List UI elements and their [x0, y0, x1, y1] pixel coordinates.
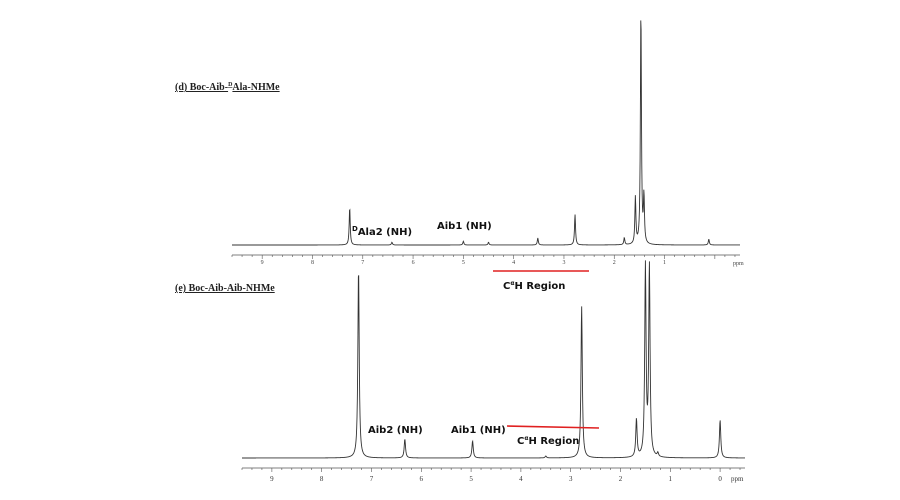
panel-d-spectrum-line: [232, 20, 740, 246]
x-tick-label: 8: [320, 475, 324, 483]
panel-e-title: (e) Boc-Aib-Aib-NHMe: [175, 283, 275, 294]
panel-d-title: (d) Boc-Aib-DAla-NHMe: [175, 82, 280, 93]
x-tick-label: 7: [361, 260, 364, 266]
panel-e-unit-label: ppm: [731, 475, 744, 483]
x-tick-label: 9: [270, 475, 274, 483]
panel-d-annotation-calpha: CαH Region: [503, 280, 565, 292]
panel-e: (e) Boc-Aib-Aib-NHMe 9 8 7 6 5 4 3 2 1 0 ppm Aib2…: [175, 260, 745, 483]
x-tick-label: 5: [469, 475, 473, 483]
x-tick-label: 6: [412, 260, 415, 266]
x-tick-label: 4: [519, 475, 523, 483]
x-tick-label: 6: [420, 475, 424, 483]
panel-d-annotation-aib1: Aib1 (NH): [437, 221, 492, 232]
panel-e-ticks: 9 8 7 6 5 4 3 2 1 0: [241, 468, 741, 483]
panel-e-annotation-calpha: CαH Region: [517, 435, 579, 447]
panel-d-ticks: 9 8 7 6 5 4 3 2 1: [231, 255, 736, 266]
x-tick-label: 0: [718, 475, 722, 483]
panel-d-unit-label: ppm: [733, 261, 744, 267]
x-tick-label: 4: [512, 260, 515, 266]
x-tick-label: 7: [370, 475, 374, 483]
panel-e-spectrum-line: [242, 260, 745, 459]
x-tick-label: 3: [569, 475, 573, 483]
x-tick-label: 9: [261, 260, 264, 266]
x-tick-label: 1: [663, 260, 666, 266]
panel-e-calpha-range-bar: [506, 425, 600, 429]
panel-e-annotation-aib1: Aib1 (NH): [451, 425, 506, 436]
x-tick-label: 2: [613, 260, 616, 266]
x-tick-label: 5: [462, 260, 465, 266]
x-tick-label: 3: [562, 260, 565, 266]
panel-d-annotation-dala2: DAla2 (NH): [352, 225, 412, 238]
x-tick-label: 8: [311, 260, 314, 266]
x-tick-label: 2: [619, 475, 623, 483]
panel-d: (d) Boc-Aib-DAla-NHMe 9 8 7 6 5 4 3 2 1 ppm DAla…: [175, 20, 744, 292]
x-tick-label: 1: [669, 475, 673, 483]
panel-e-annotation-aib2: Aib2 (NH): [368, 425, 423, 436]
